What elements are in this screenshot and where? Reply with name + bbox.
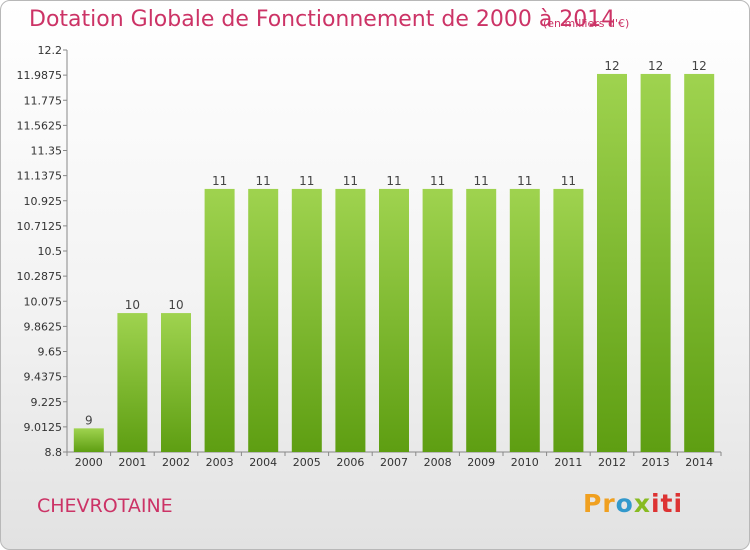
bar: [640, 73, 671, 452]
logo-part-1: Pr: [583, 489, 616, 518]
bar-value-label: 11: [212, 174, 227, 188]
x-tick-label: 2008: [424, 456, 452, 469]
bar-value-label: 11: [386, 174, 401, 188]
y-tick-label: 10.925: [24, 195, 63, 208]
y-tick-label: 9.4375: [24, 371, 63, 384]
bar: [335, 188, 366, 453]
x-tick-label: 2007: [380, 456, 408, 469]
x-tick-label: 2000: [75, 456, 103, 469]
x-tick-label: 2002: [162, 456, 190, 469]
y-tick-label: 9.8625: [24, 320, 63, 333]
x-tick-label: 2011: [554, 456, 582, 469]
bar-value-label: 12: [692, 59, 707, 73]
bar-value-label: 9: [85, 413, 93, 427]
y-tick-label: 12.2: [38, 44, 63, 57]
bar: [161, 313, 191, 452]
chart-title: Dotation Globale de Fonctionnement de 20…: [29, 7, 616, 32]
bar-value-label: 11: [299, 174, 314, 188]
x-tick-label: 2013: [642, 456, 670, 469]
y-tick-label: 11.775: [24, 94, 63, 107]
logo-part-2: o: [615, 489, 634, 518]
x-axis: 2000 2001 2002 2003 2004 2005 2006 2007 2008 2009…: [66, 451, 722, 469]
y-tick-label: 10.7125: [17, 220, 63, 233]
x-tick-label: 2014: [685, 456, 713, 469]
bar-value-label: 11: [343, 174, 358, 188]
bar: [117, 313, 148, 452]
y-tick-label: 9.225: [31, 396, 63, 409]
bar: [291, 188, 322, 453]
x-tick-label: 2003: [206, 456, 234, 469]
y-tick-label: 8.8: [45, 446, 63, 459]
bar-value-label: 11: [517, 174, 532, 188]
y-axis: 8.8 9.0125 9.225 9.4375 9.65 9.8625 10.075 10.2…: [17, 44, 68, 459]
bar-value-label: 10: [125, 298, 140, 312]
bar: [248, 188, 279, 453]
y-tick-label: 11.35: [31, 145, 63, 158]
bar: [422, 188, 453, 453]
x-tick-label: 2010: [511, 456, 539, 469]
chart-subtitle: (en milliers d'€): [543, 17, 630, 30]
logo-part-3: x: [633, 489, 651, 518]
x-tick-label: 2012: [598, 456, 626, 469]
logo-part-4: iti: [650, 489, 684, 518]
x-tick-label: 2004: [249, 456, 277, 469]
commune-name: CHEVROTAINE: [37, 495, 173, 517]
bar: [73, 428, 104, 452]
x-tick-label: 2006: [336, 456, 364, 469]
bar: [553, 188, 584, 453]
bar-value-label: 11: [474, 174, 489, 188]
bar-value-label: 11: [256, 174, 271, 188]
y-tick-label: 9.0125: [24, 421, 63, 434]
y-tick-label: 11.5625: [17, 119, 63, 132]
bar-value-label: 12: [604, 59, 619, 73]
bar: [509, 188, 540, 453]
y-tick-label: 10.2875: [17, 270, 63, 283]
bar: [466, 188, 497, 453]
x-tick-label: 2005: [293, 456, 321, 469]
bar: [204, 188, 235, 453]
bar-value-label: 12: [648, 59, 663, 73]
y-tick-label: 11.9875: [17, 69, 63, 82]
bar-value-label: 11: [561, 174, 576, 188]
bar: [597, 73, 627, 452]
bars: 9 10 10 11 11 11 11 11 11 11 11 11 12 12 12: [73, 59, 715, 453]
proxiti-logo: Proxiti: [583, 489, 683, 518]
y-tick-label: 11.1375: [17, 170, 63, 183]
y-tick-label: 10.075: [24, 295, 63, 308]
y-tick-label: 9.65: [38, 346, 63, 359]
bar-value-label: 10: [168, 298, 183, 312]
bar-value-label: 11: [430, 174, 445, 188]
x-tick-label: 2009: [467, 456, 495, 469]
bar: [379, 188, 409, 453]
x-tick-label: 2001: [118, 456, 146, 469]
y-tick-label: 10.5: [38, 245, 63, 258]
bar: [684, 73, 715, 452]
